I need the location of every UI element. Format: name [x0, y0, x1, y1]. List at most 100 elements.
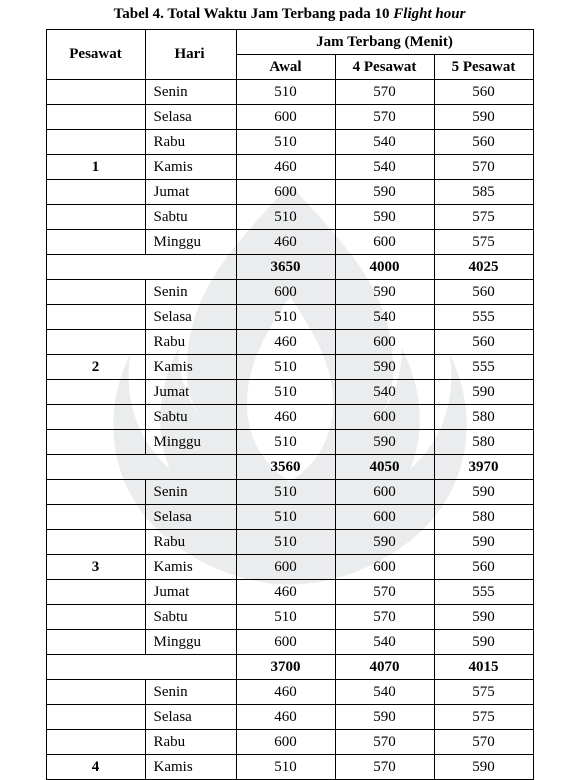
- cell-value: 590: [434, 630, 533, 655]
- table-row: Sabtu510570590: [46, 605, 533, 630]
- cell-hari: Sabtu: [145, 205, 236, 230]
- th-4pesawat: 4 Pesawat: [335, 55, 434, 80]
- cell-pesawat: [46, 180, 145, 205]
- cell-value: 590: [335, 205, 434, 230]
- table-row: Minggu600540590: [46, 630, 533, 655]
- cell-sum-value: 4025: [434, 255, 533, 280]
- table-row: Selasa510540555: [46, 305, 533, 330]
- cell-value: 590: [335, 705, 434, 730]
- cell-pesawat: [46, 130, 145, 155]
- cell-pesawat: [46, 330, 145, 355]
- th-pesawat: Pesawat: [46, 30, 145, 80]
- table-sum-row: 365040004025: [46, 255, 533, 280]
- cell-value: 570: [335, 105, 434, 130]
- cell-hari: Senin: [145, 80, 236, 105]
- cell-value: 570: [335, 605, 434, 630]
- th-group: Jam Terbang (Menit): [236, 30, 533, 55]
- cell-value: 555: [434, 355, 533, 380]
- cell-hari: Minggu: [145, 630, 236, 655]
- cell-pesawat: [46, 480, 145, 505]
- cell-value: 510: [236, 130, 335, 155]
- cell-value: 590: [335, 530, 434, 555]
- cell-value: 570: [335, 730, 434, 755]
- cell-value: 600: [335, 330, 434, 355]
- cell-sum-lead: [46, 255, 236, 280]
- cell-pesawat: 4: [46, 755, 145, 780]
- table-row: Minggu460600575: [46, 230, 533, 255]
- cell-hari: Kamis: [145, 755, 236, 780]
- cell-hari: Jumat: [145, 180, 236, 205]
- cell-pesawat: 1: [46, 155, 145, 180]
- table-row: Rabu510540560: [46, 130, 533, 155]
- cell-hari: Minggu: [145, 230, 236, 255]
- table-row: Rabu510590590: [46, 530, 533, 555]
- th-hari: Hari: [145, 30, 236, 80]
- cell-pesawat: [46, 630, 145, 655]
- cell-value: 540: [335, 380, 434, 405]
- cell-value: 560: [434, 280, 533, 305]
- table-row: 1Kamis460540570: [46, 155, 533, 180]
- cell-pesawat: [46, 680, 145, 705]
- cell-hari: Rabu: [145, 330, 236, 355]
- cell-pesawat: [46, 205, 145, 230]
- cell-value: 600: [236, 630, 335, 655]
- cell-sum-value: 3560: [236, 455, 335, 480]
- cell-value: 510: [236, 380, 335, 405]
- cell-hari: Selasa: [145, 505, 236, 530]
- cell-pesawat: [46, 305, 145, 330]
- cell-value: 510: [236, 430, 335, 455]
- table-row: Minggu510590580: [46, 430, 533, 455]
- cell-value: 600: [335, 230, 434, 255]
- cell-pesawat: [46, 105, 145, 130]
- cell-value: 560: [434, 80, 533, 105]
- cell-value: 600: [335, 505, 434, 530]
- cell-pesawat: [46, 605, 145, 630]
- table-caption: Tabel 4. Total Waktu Jam Terbang pada 10…: [0, 0, 579, 29]
- cell-value: 555: [434, 305, 533, 330]
- cell-value: 590: [434, 480, 533, 505]
- cell-value: 540: [335, 630, 434, 655]
- cell-value: 540: [335, 680, 434, 705]
- cell-sum-lead: [46, 655, 236, 680]
- cell-value: 600: [236, 105, 335, 130]
- cell-pesawat: [46, 530, 145, 555]
- cell-value: 460: [236, 705, 335, 730]
- cell-hari: Kamis: [145, 355, 236, 380]
- cell-value: 580: [434, 405, 533, 430]
- cell-pesawat: [46, 730, 145, 755]
- cell-value: 590: [335, 355, 434, 380]
- cell-value: 600: [335, 405, 434, 430]
- cell-value: 510: [236, 355, 335, 380]
- cell-sum-value: 4000: [335, 255, 434, 280]
- table-row: Senin510570560: [46, 80, 533, 105]
- cell-value: 460: [236, 680, 335, 705]
- cell-pesawat: [46, 505, 145, 530]
- cell-value: 570: [335, 755, 434, 780]
- cell-value: 600: [335, 555, 434, 580]
- cell-pesawat: [46, 80, 145, 105]
- cell-sum-value: 4050: [335, 455, 434, 480]
- cell-value: 460: [236, 330, 335, 355]
- table-row: Rabu460600560: [46, 330, 533, 355]
- cell-hari: Rabu: [145, 730, 236, 755]
- cell-value: 590: [434, 105, 533, 130]
- cell-hari: Kamis: [145, 155, 236, 180]
- cell-pesawat: [46, 430, 145, 455]
- cell-value: 560: [434, 555, 533, 580]
- table-row: 3Kamis600600560: [46, 555, 533, 580]
- cell-hari: Sabtu: [145, 405, 236, 430]
- table-row: Senin460540575: [46, 680, 533, 705]
- cell-sum-value: 3970: [434, 455, 533, 480]
- cell-pesawat: [46, 380, 145, 405]
- cell-value: 600: [236, 555, 335, 580]
- cell-value: 570: [434, 155, 533, 180]
- cell-value: 510: [236, 505, 335, 530]
- cell-hari: Kamis: [145, 555, 236, 580]
- cell-hari: Selasa: [145, 105, 236, 130]
- cell-value: 510: [236, 305, 335, 330]
- table-row: Jumat510540590: [46, 380, 533, 405]
- cell-value: 590: [335, 280, 434, 305]
- cell-value: 540: [335, 155, 434, 180]
- table-row: Jumat460570555: [46, 580, 533, 605]
- cell-pesawat: [46, 705, 145, 730]
